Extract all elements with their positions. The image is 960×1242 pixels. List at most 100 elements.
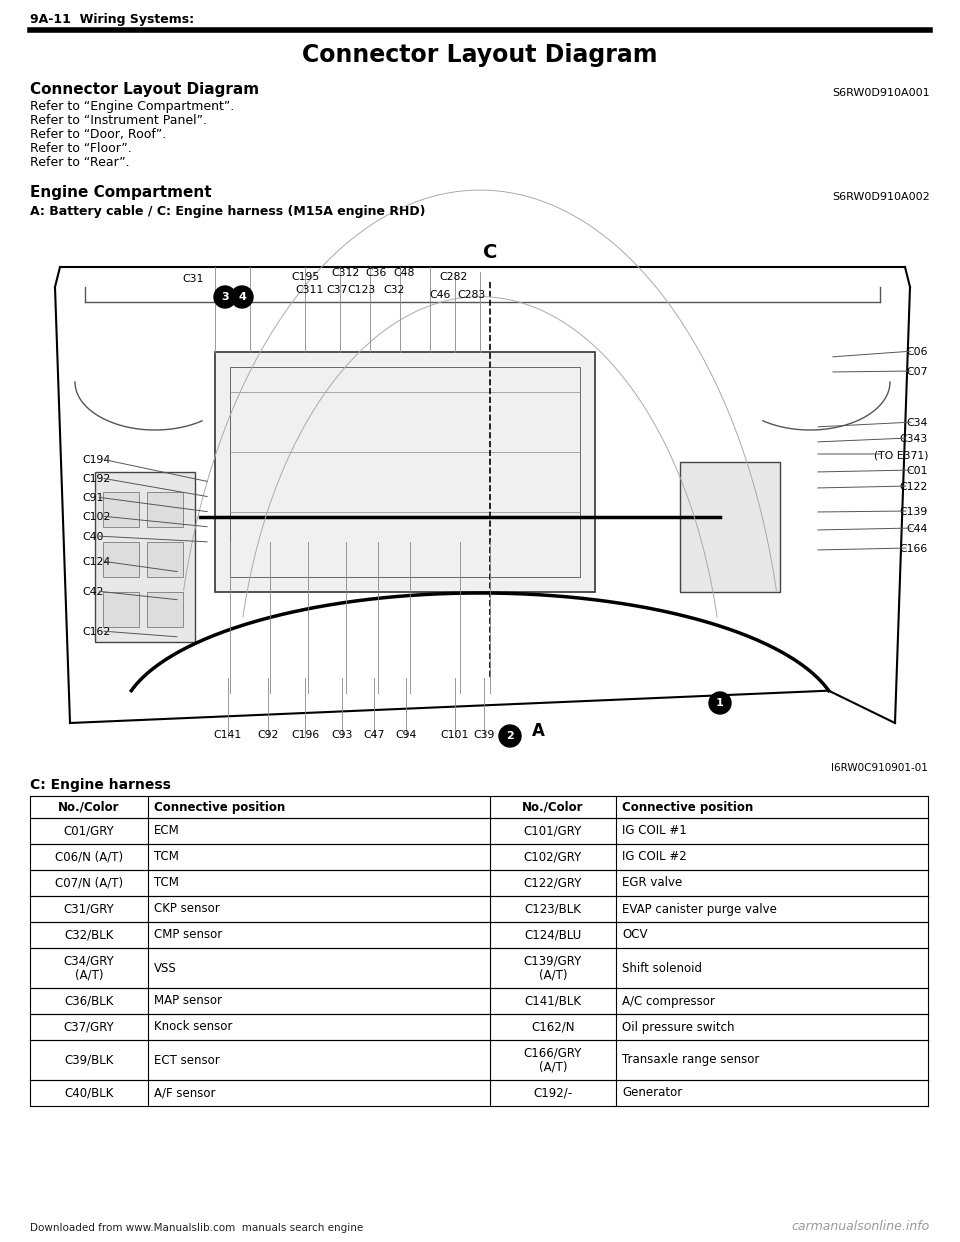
- Text: 9A-11  Wiring Systems:: 9A-11 Wiring Systems:: [30, 14, 194, 26]
- Bar: [147, 542, 183, 578]
- Text: C36: C36: [366, 268, 387, 278]
- Text: C39/BLK: C39/BLK: [64, 1053, 113, 1067]
- Text: A: Battery cable / C: Engine harness (M15A engine RHD): A: Battery cable / C: Engine harness (M1…: [30, 205, 425, 219]
- Text: Shift solenoid: Shift solenoid: [622, 961, 702, 975]
- Text: Refer to “Instrument Panel”.: Refer to “Instrument Panel”.: [30, 114, 207, 127]
- Text: Refer to “Rear”.: Refer to “Rear”.: [30, 156, 130, 169]
- Text: Connector Layout Diagram: Connector Layout Diagram: [302, 43, 658, 67]
- Text: C: C: [483, 242, 497, 262]
- Text: C141/BLK: C141/BLK: [524, 995, 582, 1007]
- Text: C92: C92: [257, 730, 278, 740]
- Text: Connector Layout Diagram: Connector Layout Diagram: [30, 82, 259, 97]
- Text: No./Color: No./Color: [59, 801, 120, 814]
- Text: EGR valve: EGR valve: [622, 877, 683, 889]
- Text: C47: C47: [363, 730, 385, 740]
- Text: CMP sensor: CMP sensor: [154, 929, 223, 941]
- Text: CKP sensor: CKP sensor: [154, 903, 220, 915]
- Text: carmanualsonline.info: carmanualsonline.info: [792, 1220, 930, 1233]
- Text: C31/GRY: C31/GRY: [63, 903, 114, 915]
- Text: C141: C141: [214, 730, 242, 740]
- Text: C32/BLK: C32/BLK: [64, 929, 113, 941]
- Text: Engine Compartment: Engine Compartment: [30, 185, 211, 200]
- Text: C122/GRY: C122/GRY: [524, 877, 582, 889]
- Text: C122: C122: [900, 482, 928, 492]
- Text: C102: C102: [82, 512, 110, 522]
- Text: C166: C166: [900, 544, 928, 554]
- Text: C162/N: C162/N: [531, 1021, 575, 1033]
- Text: C01: C01: [906, 466, 928, 476]
- Text: C34: C34: [906, 419, 928, 428]
- Text: IG COIL #2: IG COIL #2: [622, 851, 686, 863]
- Bar: [215, 351, 595, 592]
- Text: C31: C31: [182, 274, 204, 284]
- Bar: [230, 366, 580, 578]
- Text: C283: C283: [458, 289, 486, 301]
- Text: C07/N (A/T): C07/N (A/T): [55, 877, 123, 889]
- Text: MAP sensor: MAP sensor: [154, 995, 222, 1007]
- Text: ECM: ECM: [154, 825, 180, 837]
- Text: C101: C101: [441, 730, 469, 740]
- Text: C139/GRY
(A/T): C139/GRY (A/T): [524, 954, 582, 982]
- Text: C36/BLK: C36/BLK: [64, 995, 113, 1007]
- Text: 4: 4: [238, 292, 246, 302]
- Text: C06/N (A/T): C06/N (A/T): [55, 851, 123, 863]
- Text: S6RW0D910A002: S6RW0D910A002: [832, 193, 930, 202]
- Text: I6RW0C910901-01: I6RW0C910901-01: [831, 763, 928, 773]
- Text: C196: C196: [291, 730, 319, 740]
- Text: A: A: [532, 722, 544, 740]
- Text: C192: C192: [82, 474, 110, 484]
- Text: Connective position: Connective position: [622, 801, 754, 814]
- Text: C01/GRY: C01/GRY: [63, 825, 114, 837]
- Text: C40: C40: [82, 532, 104, 542]
- Text: No./Color: No./Color: [522, 801, 584, 814]
- Bar: [147, 492, 183, 527]
- Text: TCM: TCM: [154, 877, 179, 889]
- Text: C101/GRY: C101/GRY: [524, 825, 582, 837]
- Text: C311: C311: [295, 284, 324, 296]
- Text: OCV: OCV: [622, 929, 647, 941]
- Bar: [103, 492, 139, 527]
- Text: A/C compressor: A/C compressor: [622, 995, 715, 1007]
- Bar: [147, 592, 183, 627]
- Circle shape: [499, 725, 521, 746]
- Text: C91: C91: [82, 493, 104, 503]
- Text: C124: C124: [82, 556, 110, 568]
- Text: 1: 1: [716, 698, 724, 708]
- Text: VSS: VSS: [154, 961, 177, 975]
- Text: C162: C162: [82, 627, 110, 637]
- Text: Downloaded from www.Manualslib.com  manuals search engine: Downloaded from www.Manualslib.com manua…: [30, 1223, 363, 1233]
- Text: C37: C37: [326, 284, 348, 296]
- Text: S6RW0D910A001: S6RW0D910A001: [832, 88, 930, 98]
- Bar: [103, 592, 139, 627]
- Text: C37/GRY: C37/GRY: [63, 1021, 114, 1033]
- Bar: [95, 472, 195, 642]
- Text: Generator: Generator: [622, 1087, 683, 1099]
- Circle shape: [709, 692, 731, 714]
- Text: ECT sensor: ECT sensor: [154, 1053, 220, 1067]
- Text: (TO E371): (TO E371): [874, 450, 928, 460]
- Text: 2: 2: [506, 732, 514, 741]
- Text: C48: C48: [394, 268, 415, 278]
- Text: C139: C139: [900, 507, 928, 517]
- Text: Refer to “Engine Compartment”.: Refer to “Engine Compartment”.: [30, 101, 234, 113]
- Text: C42: C42: [82, 587, 104, 597]
- Text: 3: 3: [221, 292, 228, 302]
- Text: C282: C282: [440, 272, 468, 282]
- Text: C39: C39: [473, 730, 494, 740]
- Text: TCM: TCM: [154, 851, 179, 863]
- Text: A/F sensor: A/F sensor: [154, 1087, 215, 1099]
- Text: C32: C32: [383, 284, 405, 296]
- Text: C166/GRY
(A/T): C166/GRY (A/T): [524, 1046, 582, 1074]
- Text: Knock sensor: Knock sensor: [154, 1021, 232, 1033]
- Text: C192/-: C192/-: [534, 1087, 572, 1099]
- Text: IG COIL #1: IG COIL #1: [622, 825, 686, 837]
- Text: C123: C123: [348, 284, 376, 296]
- Text: Refer to “Floor”.: Refer to “Floor”.: [30, 142, 132, 155]
- Text: C194: C194: [82, 455, 110, 465]
- Text: C07: C07: [906, 366, 928, 378]
- Text: C343: C343: [900, 433, 928, 443]
- Text: C312: C312: [331, 268, 359, 278]
- Text: EVAP canister purge valve: EVAP canister purge valve: [622, 903, 777, 915]
- Text: C06: C06: [906, 347, 928, 356]
- Bar: [103, 542, 139, 578]
